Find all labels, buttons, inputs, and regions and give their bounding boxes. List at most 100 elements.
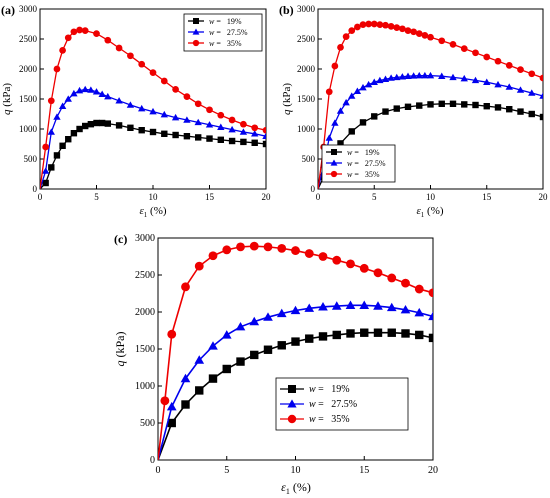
data-point	[115, 44, 123, 52]
y-tick-label: 1500	[135, 344, 155, 355]
legend-name: = 27.5%	[214, 28, 248, 37]
legend-name: = 27.5%	[316, 399, 357, 410]
x-axis-subscript: 1	[144, 211, 148, 219]
y-tick-label: 3000	[135, 233, 155, 244]
panel-label: (a)	[1, 3, 15, 17]
y-tick-label: 0	[33, 184, 38, 194]
data-point	[70, 130, 78, 137]
data-point	[235, 321, 246, 331]
legend-marker	[192, 28, 200, 35]
legend-name: = 19%	[214, 17, 242, 26]
y-axis-unit: (kPa)	[281, 83, 293, 110]
data-point	[127, 52, 134, 60]
legend-name: = 35%	[214, 39, 242, 48]
data-point	[262, 126, 266, 134]
data-point	[382, 21, 389, 29]
data-point	[290, 305, 301, 315]
data-point	[98, 90, 106, 97]
data-point	[172, 131, 179, 139]
data-point	[82, 122, 89, 130]
data-point	[126, 101, 135, 108]
data-point	[92, 88, 101, 95]
data-point	[399, 25, 406, 33]
x-axis-subscript: 1	[421, 211, 425, 219]
data-point	[539, 92, 543, 99]
legend-marker	[288, 385, 296, 393]
data-point	[427, 101, 434, 108]
data-point	[160, 77, 168, 85]
data-point	[401, 278, 410, 288]
data-point	[42, 179, 49, 187]
y-axis-symbol: q	[281, 109, 293, 115]
data-point	[149, 69, 157, 76]
x-axis-unit: (%)	[290, 480, 311, 494]
data-point	[304, 249, 314, 258]
data-point	[115, 97, 123, 104]
data-point	[428, 311, 433, 321]
data-point	[359, 263, 369, 273]
data-point	[104, 36, 112, 44]
data-point	[262, 140, 266, 148]
data-point	[331, 301, 342, 310]
data-point	[382, 108, 389, 115]
data-point	[400, 304, 411, 314]
data-point	[47, 128, 55, 135]
legend-marker	[287, 399, 297, 408]
data-point	[183, 116, 191, 123]
data-point	[47, 97, 55, 105]
data-point	[228, 116, 236, 124]
data-point	[346, 329, 355, 338]
data-point	[539, 74, 543, 82]
data-point	[138, 127, 145, 134]
data-point	[161, 130, 168, 137]
data-point	[460, 74, 468, 82]
y-tick-label: 2000	[19, 64, 38, 74]
legend-symbol: w	[347, 148, 353, 157]
data-point	[291, 246, 300, 255]
x-tick-label: 5	[224, 465, 229, 476]
x-tick-label: 20	[539, 192, 549, 202]
data-point	[346, 259, 355, 269]
data-point	[414, 284, 424, 294]
data-point	[404, 72, 412, 79]
data-point	[438, 100, 445, 107]
data-point	[494, 104, 502, 111]
data-point	[240, 138, 247, 146]
data-point	[222, 364, 231, 374]
legend-marker	[192, 39, 200, 47]
data-point	[410, 28, 417, 36]
data-point	[415, 30, 423, 37]
data-point	[138, 60, 146, 68]
data-point	[415, 71, 423, 79]
x-axis-subscript: 1	[286, 487, 290, 496]
data-point	[206, 106, 213, 114]
data-point	[87, 121, 95, 128]
data-point	[337, 140, 344, 147]
y-axis-symbol: q	[113, 361, 127, 367]
series-w35	[40, 26, 266, 189]
y-axis-symbol: q	[1, 109, 13, 115]
data-point	[167, 329, 177, 339]
legend-label: w = 19%	[209, 17, 242, 26]
data-point	[528, 89, 536, 96]
data-point	[386, 302, 397, 312]
chart-panel-1: 0 5 10 15 20 0 500 1000 1500 2000 2500 3000 (a) ε1 (%…	[1, 3, 271, 219]
legend-name: = 27.5%	[352, 159, 386, 168]
data-point	[370, 78, 378, 85]
series-w35	[158, 241, 433, 460]
data-point	[236, 357, 245, 366]
data-point	[195, 386, 204, 395]
data-point	[149, 107, 157, 115]
data-point	[421, 32, 429, 39]
data-point	[194, 118, 202, 126]
data-point	[195, 134, 202, 141]
data-point	[517, 108, 524, 115]
data-point	[217, 136, 224, 143]
data-point	[59, 142, 66, 149]
y-tick-label: 1000	[19, 124, 38, 134]
data-point	[387, 74, 395, 81]
data-point	[87, 86, 95, 93]
legend-name: = 35%	[352, 170, 380, 179]
panel-label: (c)	[114, 232, 127, 246]
data-point	[138, 104, 146, 112]
